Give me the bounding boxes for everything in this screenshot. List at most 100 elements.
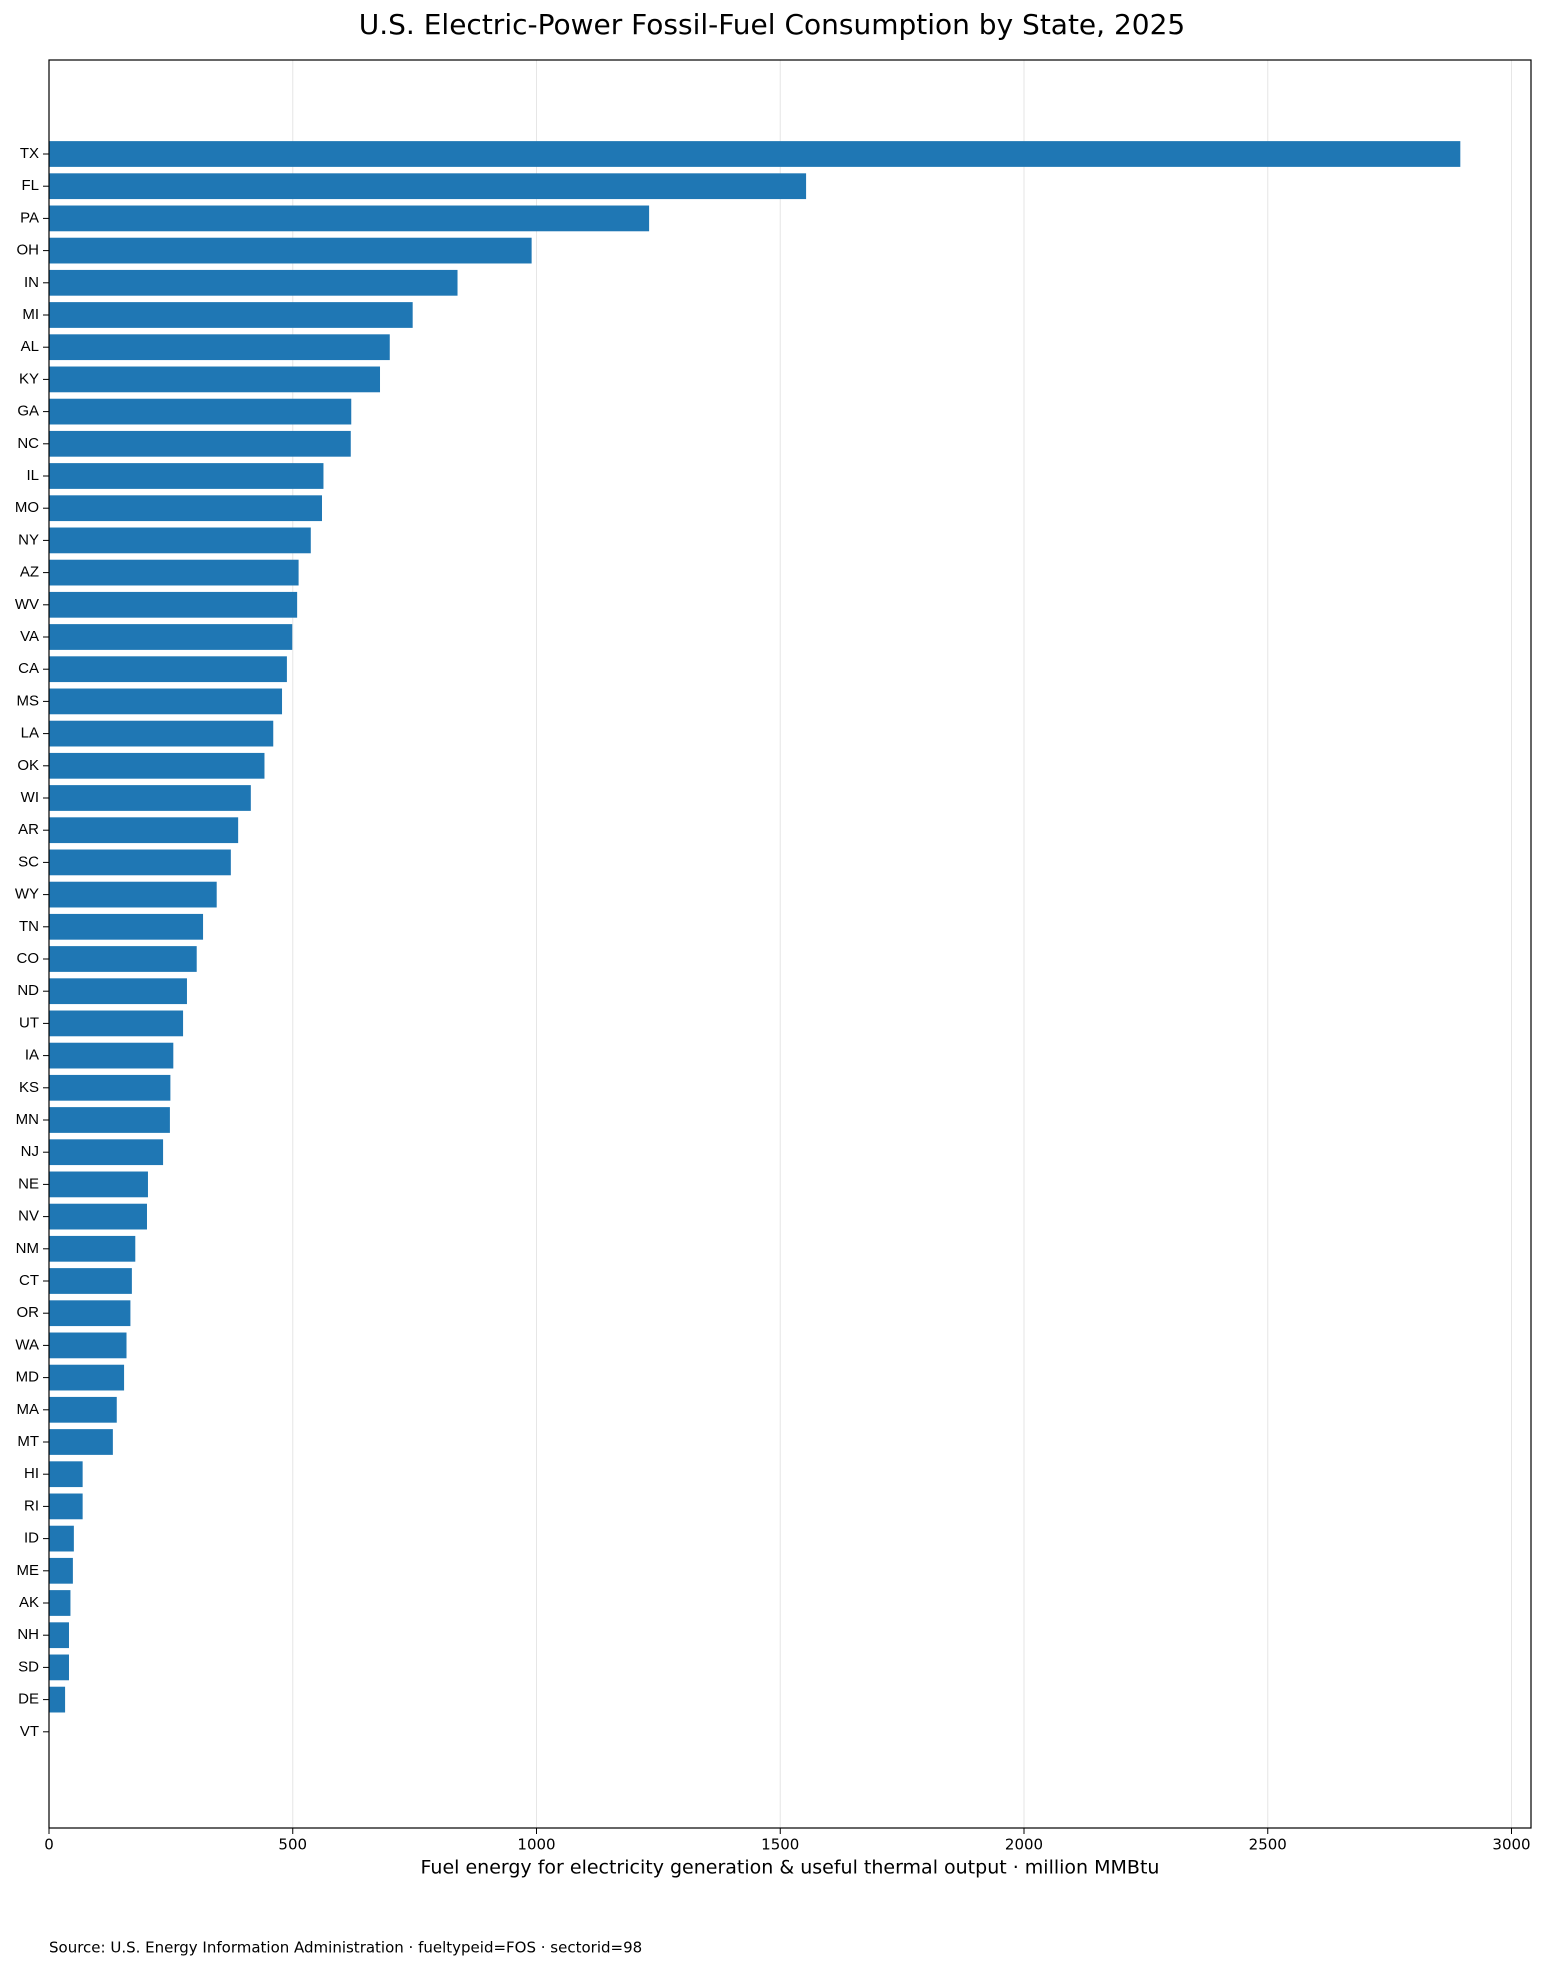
y-tick-label: FL — [21, 177, 39, 194]
x-axis-label: Fuel energy for electricity generation &… — [421, 1857, 1160, 1879]
bar — [49, 1268, 132, 1294]
bar — [49, 1074, 171, 1101]
bar — [49, 269, 458, 296]
y-tick-label: ID — [24, 1530, 39, 1547]
bar — [49, 1622, 69, 1649]
bar — [49, 881, 217, 908]
bar — [49, 1429, 113, 1455]
y-tick-label: ME — [17, 1562, 40, 1579]
y-tick-label: MI — [22, 306, 39, 323]
bar — [49, 591, 298, 618]
y-tick-label: OR — [17, 1304, 40, 1321]
y-tick-label: NV — [18, 1208, 39, 1225]
y-tick-label: NE — [18, 1175, 39, 1192]
y-tick-label: CA — [18, 660, 39, 677]
y-tick-label: KY — [19, 370, 39, 387]
y-tick-label: SC — [18, 853, 39, 870]
y-tick-label: MA — [17, 1401, 40, 1418]
bar — [49, 720, 274, 747]
y-tick-label: OH — [17, 242, 40, 259]
bar — [49, 1139, 164, 1166]
bar — [49, 978, 187, 1005]
y-tick-label: IN — [24, 274, 39, 291]
y-tick-label: MN — [16, 1111, 39, 1128]
y-tick-label: MS — [17, 692, 40, 709]
bar — [49, 398, 352, 425]
bar — [49, 1010, 184, 1037]
y-tick-label: VT — [20, 1723, 39, 1740]
bar — [49, 849, 231, 876]
bar — [49, 1364, 125, 1391]
bar — [49, 1042, 174, 1069]
bar — [49, 495, 322, 522]
bar — [49, 1107, 170, 1133]
x-tick-label: 3000 — [1492, 1836, 1530, 1854]
bar — [49, 1396, 117, 1423]
y-tick-label: NH — [17, 1626, 39, 1643]
y-tick-label: VA — [20, 628, 39, 645]
source-note: Source: U.S. Energy Information Administ… — [49, 1939, 642, 1957]
bar — [49, 752, 265, 779]
bar — [49, 237, 532, 264]
bar — [49, 1654, 69, 1681]
chart-title: U.S. Electric-Power Fossil-Fuel Consumpt… — [359, 8, 1185, 41]
bar — [49, 1557, 73, 1584]
y-tick-label: AR — [18, 821, 39, 838]
bar — [49, 366, 381, 393]
x-tick-label: 2500 — [1249, 1836, 1287, 1854]
bar — [49, 141, 1461, 167]
y-tick-label: TN — [19, 918, 39, 935]
y-tick-label: WI — [21, 789, 39, 806]
bar — [49, 1203, 147, 1230]
bar — [49, 334, 390, 361]
bar — [49, 527, 311, 554]
y-tick-label: RI — [24, 1497, 39, 1514]
bar — [49, 1493, 83, 1520]
y-tick-label: GA — [17, 403, 39, 420]
x-tick-label: 0 — [44, 1836, 54, 1854]
bar — [49, 946, 197, 972]
y-tick-label: NM — [16, 1240, 39, 1257]
y-tick-label: AL — [21, 338, 39, 355]
bar — [49, 1686, 66, 1713]
bar — [49, 1300, 131, 1327]
y-tick-label: NC — [17, 435, 39, 452]
y-tick-label: WA — [15, 1336, 39, 1353]
y-tick-label: UT — [19, 1014, 39, 1031]
y-tick-label: WV — [15, 596, 39, 613]
bar — [49, 1525, 74, 1552]
y-tick-label: IA — [25, 1047, 39, 1064]
bar — [49, 1332, 127, 1359]
bar — [49, 173, 807, 200]
bar — [49, 913, 204, 940]
bar — [49, 817, 239, 844]
y-tick-label: ND — [17, 982, 39, 999]
bar — [49, 463, 324, 489]
x-tick-label: 500 — [278, 1836, 307, 1854]
y-tick-label: TX — [20, 145, 39, 162]
y-tick-label: CO — [17, 950, 40, 967]
bar — [49, 205, 650, 232]
y-tick-label: AK — [19, 1594, 39, 1611]
bar — [49, 1235, 136, 1262]
y-tick-label: HI — [24, 1465, 39, 1482]
y-tick-label: DE — [18, 1691, 39, 1708]
x-tick-label: 1500 — [761, 1836, 799, 1854]
y-tick-label: CT — [19, 1272, 39, 1289]
y-tick-label: WY — [15, 886, 39, 903]
plot-frame — [48, 59, 1532, 1829]
y-tick-label: MT — [17, 1433, 39, 1450]
bar — [49, 1461, 83, 1488]
bar — [49, 624, 293, 650]
x-tick-label: 2000 — [1005, 1836, 1043, 1854]
bar — [49, 302, 413, 328]
y-tick-label: AZ — [20, 564, 39, 581]
y-tick-label: LA — [21, 725, 39, 742]
y-tick-label: NJ — [21, 1143, 39, 1160]
y-tick-label: KS — [19, 1079, 39, 1096]
y-tick-label: PA — [20, 209, 39, 226]
bar — [49, 656, 287, 683]
bar — [49, 430, 351, 457]
